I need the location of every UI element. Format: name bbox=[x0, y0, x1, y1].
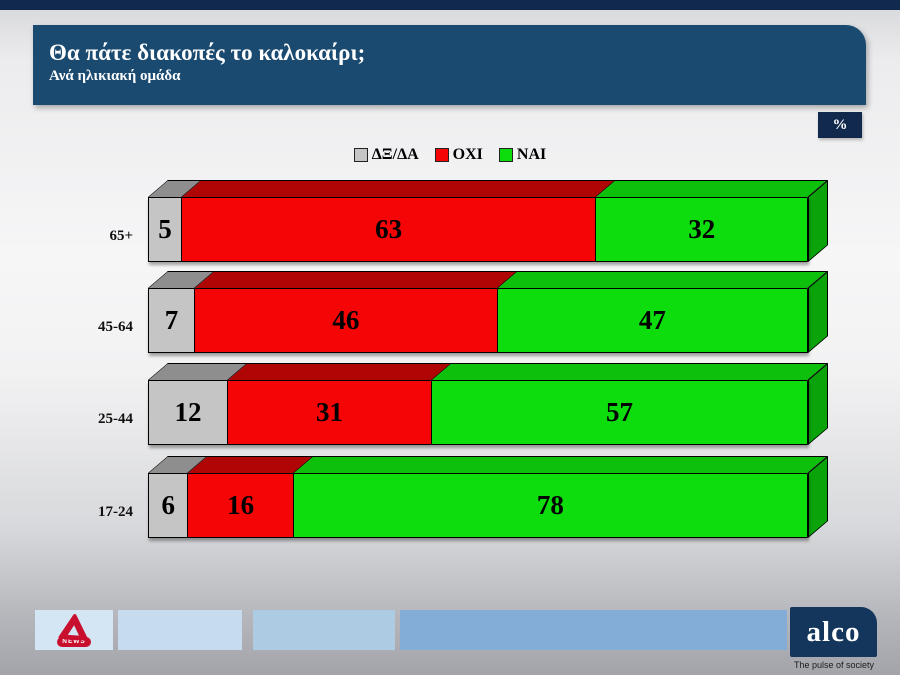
legend-label: ΟΧΙ bbox=[452, 146, 483, 163]
bar-front-face: 5 63 32 bbox=[148, 197, 808, 262]
top-segment bbox=[596, 181, 826, 197]
legend-item-ΟΧΙ: ΟΧΙ bbox=[434, 146, 483, 164]
value-label: 46 bbox=[332, 305, 360, 335]
bar-row-45-64: 7 46 47 bbox=[148, 271, 828, 353]
top-segment bbox=[227, 364, 451, 380]
legend-swatch-icon bbox=[498, 148, 513, 162]
value-label: 47 bbox=[638, 305, 666, 335]
segment-ΟΧΙ: 31 bbox=[227, 381, 432, 444]
value-label: 32 bbox=[688, 214, 716, 244]
bar-row-65+: 5 63 32 bbox=[148, 180, 828, 262]
legend-swatch-icon bbox=[353, 148, 368, 162]
legend-swatch-icon bbox=[434, 148, 449, 162]
bar-front-face: 7 46 47 bbox=[148, 288, 808, 353]
value-label: 5 bbox=[158, 214, 172, 244]
bar-top-face bbox=[148, 363, 828, 380]
category-label: 45-64 bbox=[98, 319, 133, 335]
legend-item-ΝΑΙ: ΝΑΙ bbox=[498, 146, 547, 164]
value-label: 7 bbox=[164, 305, 179, 335]
segment-ΔΞ/ΔΑ: 5 bbox=[149, 198, 182, 261]
page-title: Θα πάτε διακοπές το καλοκαίρι; bbox=[49, 40, 366, 65]
top-segment bbox=[181, 181, 616, 197]
top-accent-strip bbox=[0, 0, 900, 10]
segment-ΝΑΙ: 32 bbox=[596, 198, 807, 261]
segment-ΝΑΙ: 57 bbox=[431, 381, 807, 444]
bar-top-face bbox=[148, 180, 828, 197]
bar-top-face bbox=[148, 271, 828, 288]
legend-item-ΔΞ/ΔΑ: ΔΞ/ΔΑ bbox=[353, 146, 419, 164]
segment-ΝΑΙ: 78 bbox=[293, 474, 807, 537]
segment-ΔΞ/ΔΑ: 12 bbox=[149, 381, 228, 444]
segment-ΟΧΙ: 16 bbox=[188, 474, 294, 537]
segment-ΔΞ/ΔΑ: 7 bbox=[149, 289, 196, 352]
bar-front-face: 12 31 57 bbox=[148, 380, 808, 445]
segment-ΟΧΙ: 63 bbox=[181, 198, 597, 261]
category-label: 17-24 bbox=[98, 504, 133, 520]
value-label: 78 bbox=[536, 490, 564, 520]
header-banner: Θα πάτε διακοπές το καλοκαίρι; Ανά ηλικι… bbox=[33, 25, 866, 105]
category-label: 25-44 bbox=[98, 411, 133, 427]
value-label: 6 bbox=[161, 490, 175, 520]
page-subtitle: Ανά ηλικιακή ομάδα bbox=[49, 68, 181, 84]
bar-front-face: 6 16 78 bbox=[148, 473, 808, 538]
legend-label: ΔΞ/ΔΑ bbox=[371, 146, 419, 163]
alpha-news-label: NEWS bbox=[57, 636, 91, 647]
category-label: 65+ bbox=[109, 228, 133, 244]
footer-box-alpha: NEWS bbox=[35, 610, 113, 650]
segment-ΟΧΙ: 46 bbox=[195, 289, 498, 352]
segment-ΝΑΙ: 47 bbox=[497, 289, 807, 352]
percent-unit-badge: % bbox=[818, 112, 862, 138]
bar-top-face bbox=[148, 456, 828, 473]
bar-row-17-24: 6 16 78 bbox=[148, 456, 828, 538]
alpha-news-logo-icon bbox=[58, 613, 88, 641]
footer-box-2 bbox=[118, 610, 242, 650]
alco-logo: alco bbox=[790, 607, 877, 657]
top-segment bbox=[188, 457, 313, 473]
legend: ΔΞ/ΔΑ ΟΧΙ ΝΑΙ bbox=[0, 146, 900, 164]
value-label: 12 bbox=[174, 397, 202, 427]
segment-ΔΞ/ΔΑ: 6 bbox=[149, 474, 189, 537]
top-segment bbox=[497, 272, 826, 288]
value-label: 57 bbox=[605, 397, 633, 427]
legend-label: ΝΑΙ bbox=[516, 146, 547, 163]
top-segment bbox=[293, 457, 826, 473]
footer-box-4 bbox=[400, 610, 787, 650]
top-segment bbox=[431, 364, 826, 380]
top-segment bbox=[195, 272, 517, 288]
footer-box-3 bbox=[253, 610, 395, 650]
value-label: 16 bbox=[227, 490, 255, 520]
bar-row-25-44: 12 31 57 bbox=[148, 363, 828, 445]
alco-tagline: The pulse of society bbox=[793, 660, 875, 670]
value-label: 31 bbox=[315, 397, 343, 427]
value-label: 63 bbox=[375, 214, 403, 244]
